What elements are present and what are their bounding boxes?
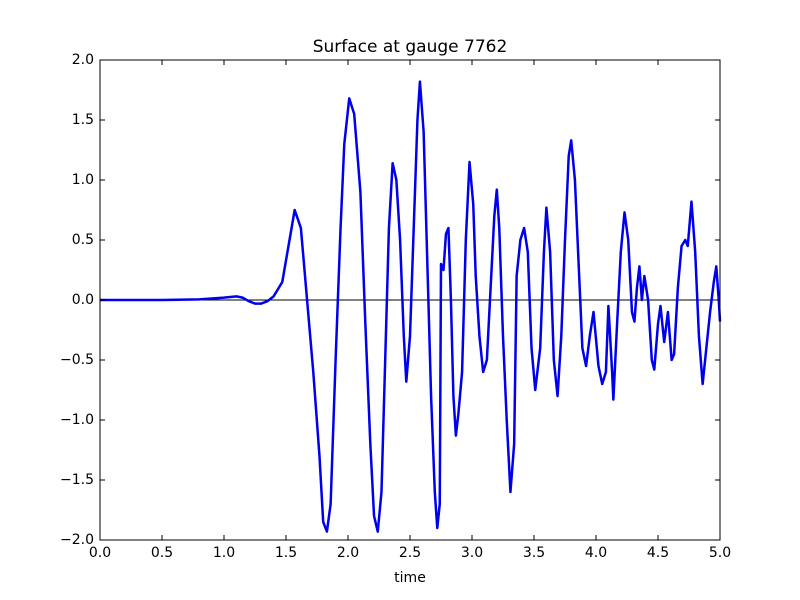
x-tick-label: 0.0	[89, 545, 111, 561]
y-tick-label: 0.5	[72, 232, 94, 248]
y-tick-label: −0.5	[60, 352, 94, 368]
y-tick-label: 1.0	[72, 172, 94, 188]
y-tick-label: −1.0	[60, 412, 94, 428]
x-tick-label: 0.5	[151, 545, 173, 561]
y-tick-label: −2.0	[60, 532, 94, 548]
x-tick-label: 5.0	[709, 545, 731, 561]
x-tick-label: 4.5	[647, 545, 669, 561]
y-tick-label: −1.5	[60, 472, 94, 488]
x-tick-label: 3.5	[523, 545, 545, 561]
x-axis-label: time	[394, 570, 426, 586]
data-line	[100, 80, 722, 533]
x-tick-label: 2.5	[399, 545, 421, 561]
x-tick-label: 3.0	[461, 545, 483, 561]
y-tick-label: 0.0	[72, 292, 94, 308]
x-tick-label: 1.5	[275, 545, 297, 561]
y-tick-label: 2.0	[72, 52, 94, 68]
x-tick-label: 1.0	[213, 545, 235, 561]
x-tick-label: 2.0	[337, 545, 359, 561]
chart-title: Surface at gauge 7762	[313, 37, 508, 57]
x-tick-label: 4.0	[585, 545, 607, 561]
y-tick-label: 1.5	[72, 112, 94, 128]
